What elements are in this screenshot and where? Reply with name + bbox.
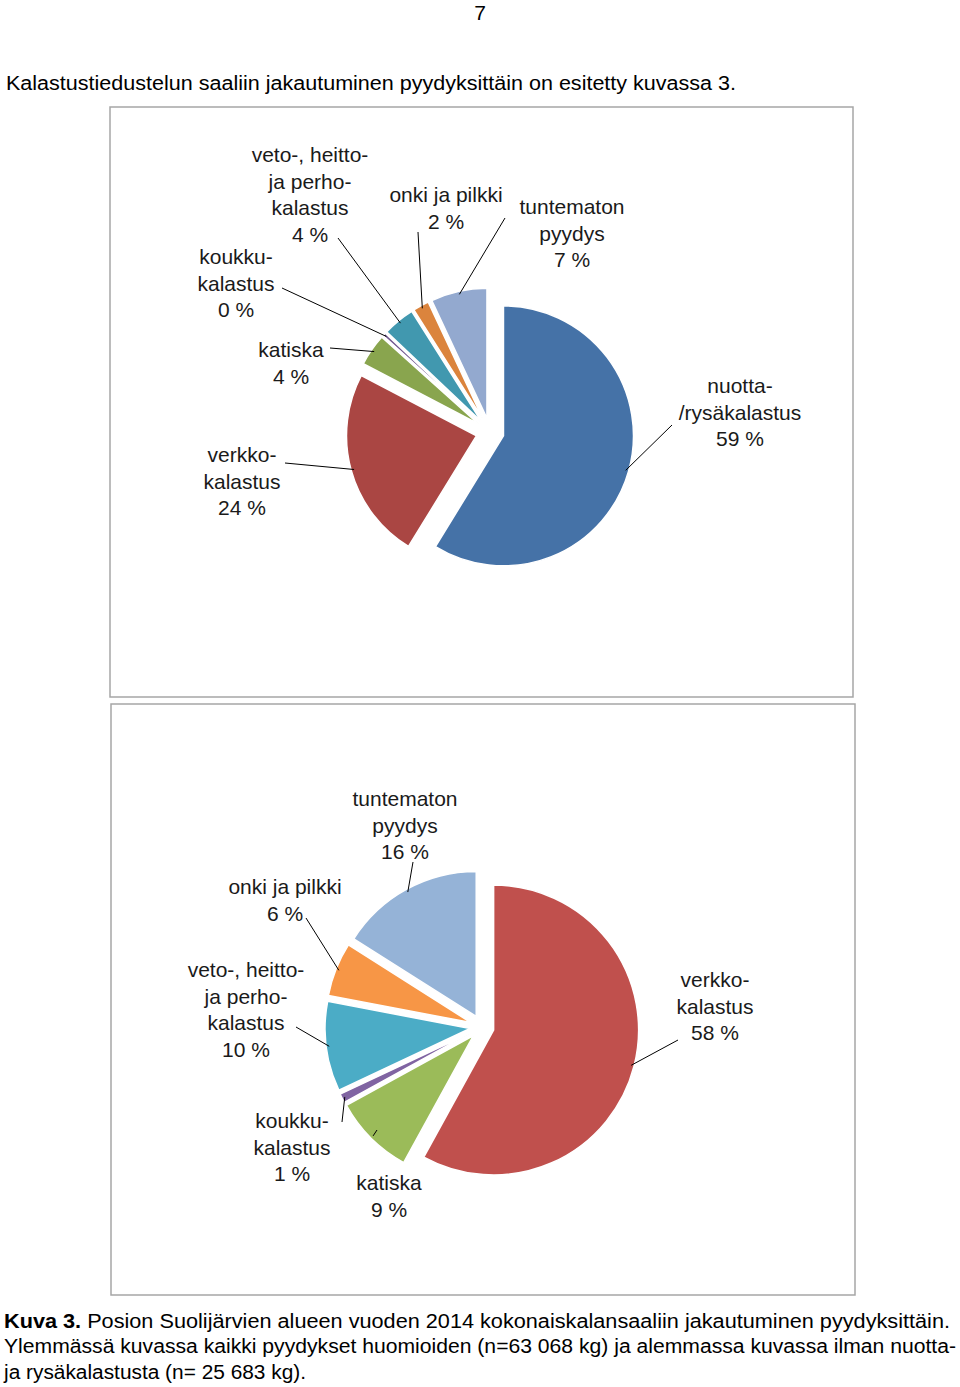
value-label: 10 % — [222, 1038, 270, 1061]
slice-label-line: veto-, heitto- — [188, 958, 305, 981]
value-label: 58 % — [691, 1021, 739, 1044]
chart-frame — [110, 107, 853, 697]
slice-label-line: kalastus — [197, 272, 274, 295]
pie-slice — [354, 871, 476, 1016]
caption-line: ja rysäkalastusta (n= 25 683 kg). — [3, 1361, 306, 1383]
value-label: 2 % — [428, 210, 464, 233]
caption-line: Kuva 3. Posion Suolijärvien alueen vuode… — [4, 1310, 950, 1332]
caption-line: Ylemmässä kuvassa kaikki pyydykset huomi… — [4, 1335, 956, 1357]
slice-label: veto-, heitto-ja perho-kalastus — [188, 958, 305, 1034]
slice-label-line: pyydys — [372, 814, 437, 837]
slice-label: onki ja pilkki — [228, 875, 341, 898]
leader-line — [459, 218, 505, 294]
leader-line — [306, 918, 339, 970]
slice-label-line: katiska — [258, 338, 324, 361]
pie-chart: nuotta- /rysäkalastus 59 % verkko-kalastus 2… — [110, 107, 853, 697]
leader-line — [285, 463, 354, 469]
slice-label: koukku-kalastus — [253, 1109, 330, 1159]
slice-label: tuntematon pyydys — [519, 195, 624, 245]
slices — [325, 871, 639, 1174]
leader-line — [408, 862, 413, 892]
page: 7 Kalastustiedustelun saaliin jakautumine… — [0, 0, 960, 1387]
value-label: 4 % — [292, 223, 328, 246]
slice-label: verkko-kalastus — [676, 968, 753, 1018]
leader-line — [626, 425, 672, 470]
slice-label-line: /rysäkalastus — [679, 401, 802, 424]
leader-line — [418, 232, 422, 308]
slice-label: veto-, heitto-ja perho-kalastus — [252, 143, 369, 219]
leader-line — [338, 238, 400, 323]
chart-frame — [111, 704, 855, 1295]
page-number: 7 — [474, 1, 486, 24]
slice-label-line: veto-, heitto- — [252, 143, 369, 166]
slice-label-line: onki ja pilkki — [389, 183, 502, 206]
caption-text: ja rysäkalastusta (n= 25 683 kg). — [3, 1361, 306, 1383]
leader-line — [282, 288, 386, 336]
value-label: 7 % — [554, 248, 590, 271]
caption-label: Kuva 3. — [4, 1310, 81, 1332]
slice-label-line: verkko- — [208, 443, 277, 466]
pie-slice — [432, 288, 487, 418]
slice-label-line: koukku- — [255, 1109, 329, 1132]
labels: nuotta- /rysäkalastus 59 % verkko-kalastus 2… — [197, 143, 801, 519]
intro-text: Kalastustiedustelun saaliin jakautuminen… — [6, 72, 736, 94]
slice-label: nuotta- /rysäkalastus — [679, 374, 802, 424]
slice-label: koukku-kalastus — [197, 245, 274, 295]
slice-label: onki ja pilkki — [389, 183, 502, 206]
caption-text: Posion Suolijärvien alueen vuoden 2014 k… — [81, 1310, 950, 1332]
slice-label-line: onki ja pilkki — [228, 875, 341, 898]
slice-label-line: ja perho- — [204, 985, 288, 1008]
slices — [347, 288, 634, 565]
slice-label: tuntematon pyydys — [352, 787, 457, 837]
slice-label: verkko-kalastus — [203, 443, 280, 493]
slice-label-line: nuotta- — [707, 374, 772, 397]
slice-label-line: verkko- — [681, 968, 750, 991]
slice-label-line: kalastus — [203, 470, 280, 493]
slice-label: katiska — [356, 1171, 422, 1194]
pie-chart: verkko-kalastus 58 % katiska 9 % koukku-kala… — [111, 704, 855, 1295]
leader-line — [330, 348, 374, 352]
slice-label-line: katiska — [356, 1171, 422, 1194]
slice-label: katiska — [258, 338, 324, 361]
leader-line — [373, 1130, 377, 1136]
caption-text: Ylemmässä kuvassa kaikki pyydykset huomi… — [4, 1335, 956, 1357]
value-label: 59 % — [716, 427, 764, 450]
leader-line — [631, 1040, 678, 1065]
value-label: 4 % — [273, 365, 309, 388]
slice-label-line: kalastus — [253, 1136, 330, 1159]
value-label: 24 % — [218, 496, 266, 519]
value-label: 1 % — [274, 1162, 310, 1185]
slice-label-line: ja perho- — [268, 170, 352, 193]
value-label: 6 % — [267, 902, 303, 925]
labels: verkko-kalastus 58 % katiska 9 % koukku-kala… — [188, 787, 754, 1221]
slice-label-line: kalastus — [271, 196, 348, 219]
leader-line — [342, 1097, 345, 1122]
value-label: 0 % — [218, 298, 254, 321]
slice-label-line: tuntematon — [352, 787, 457, 810]
value-label: 9 % — [371, 1198, 407, 1221]
value-label: 16 % — [381, 840, 429, 863]
slice-label-line: kalastus — [207, 1011, 284, 1034]
slice-label-line: tuntematon — [519, 195, 624, 218]
slice-label-line: koukku- — [199, 245, 273, 268]
leader-line — [296, 1027, 329, 1046]
slice-label-line: pyydys — [539, 222, 604, 245]
slice-label-line: kalastus — [676, 995, 753, 1018]
